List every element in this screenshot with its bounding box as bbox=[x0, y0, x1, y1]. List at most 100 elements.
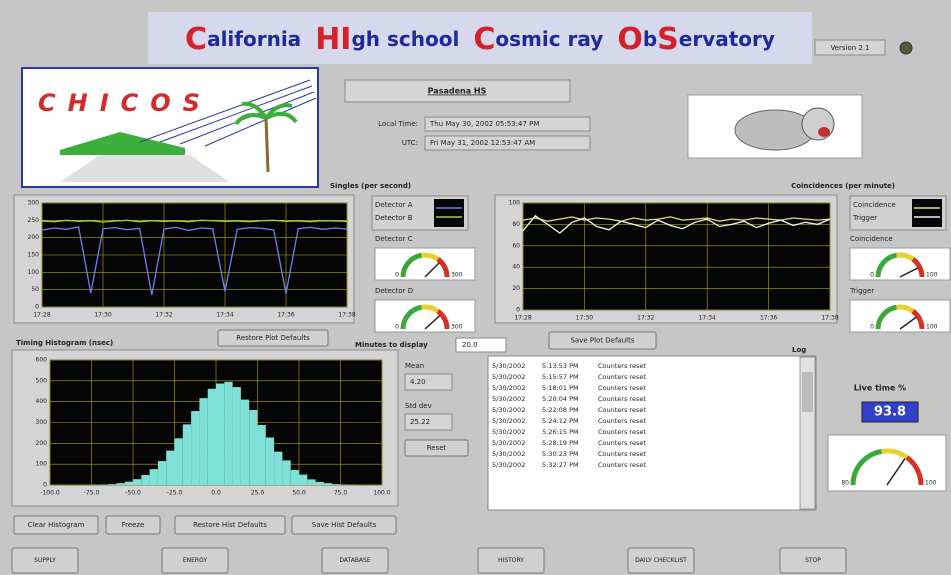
y-tick-label: 100 bbox=[509, 200, 521, 207]
histogram-bar bbox=[299, 475, 307, 485]
x-tick-label: 75.0 bbox=[334, 490, 348, 497]
title-part: gh school bbox=[351, 27, 459, 51]
histogram-bar bbox=[249, 410, 257, 485]
y-tick-label: 500 bbox=[36, 377, 48, 384]
mascot bbox=[688, 95, 862, 158]
button-label: ENERGY bbox=[183, 557, 208, 564]
y-tick-label: 0 bbox=[43, 482, 47, 489]
x-tick-label: 0.0 bbox=[211, 490, 221, 497]
y-tick-label: 50 bbox=[31, 286, 39, 293]
log-entry: 5:13:53 PM bbox=[542, 362, 579, 370]
legend-label: Detector B bbox=[375, 214, 413, 222]
histogram-bar bbox=[307, 479, 315, 485]
log-entry: 5/30/2002 bbox=[492, 406, 525, 414]
histogram-bar bbox=[133, 479, 141, 485]
legend-icon bbox=[434, 199, 464, 227]
histogram-bar bbox=[175, 438, 183, 485]
log-entry: Counters reset bbox=[598, 439, 646, 447]
x-tick-label: 17:38 bbox=[821, 315, 838, 322]
button-label: Save Plot Defaults bbox=[570, 337, 634, 345]
y-tick-label: 0 bbox=[35, 304, 39, 311]
mascot-tongue bbox=[818, 127, 830, 137]
local-time: Thu May 30, 2002 05:53:47 PM bbox=[429, 120, 539, 128]
title-part: S bbox=[657, 22, 679, 57]
log-entry: 5:32:27 PM bbox=[542, 461, 579, 469]
log-entry: Counters reset bbox=[598, 373, 646, 381]
histogram-bar bbox=[141, 475, 149, 485]
button-label: Clear Histogram bbox=[28, 521, 85, 529]
y-tick-label: 600 bbox=[36, 357, 48, 364]
gauge-max: 100 bbox=[926, 324, 938, 331]
log-entry: 5/30/2002 bbox=[492, 373, 525, 381]
log-entry: Counters reset bbox=[598, 395, 646, 403]
x-tick-label: 17:32 bbox=[637, 315, 654, 322]
histogram-bar bbox=[208, 389, 216, 485]
y-tick-label: 300 bbox=[36, 419, 48, 426]
log-entry: 5:24:12 PM bbox=[542, 417, 579, 425]
live-time-label: Live time % bbox=[854, 384, 906, 393]
title-part: ervatory bbox=[679, 27, 775, 51]
histogram-bar bbox=[224, 382, 232, 485]
x-tick-label: 50.0 bbox=[292, 490, 306, 497]
chart-title: Timing Histogram (nsec) bbox=[16, 339, 113, 347]
y-tick-label: 40 bbox=[512, 264, 520, 271]
legend-label: Detector A bbox=[375, 201, 413, 209]
gauge-min: 0 bbox=[395, 324, 399, 331]
legend-label: Trigger bbox=[852, 214, 877, 222]
log-scroll-thumb[interactable] bbox=[802, 372, 813, 412]
x-tick-label: 17:38 bbox=[338, 312, 355, 319]
log-entry: 5/30/2002 bbox=[492, 417, 525, 425]
log-entry: Counters reset bbox=[598, 406, 646, 414]
mean-value: 4.20 bbox=[410, 378, 426, 386]
histogram-bar bbox=[282, 460, 290, 485]
button-label: Freeze bbox=[122, 521, 145, 529]
log-entry: Counters reset bbox=[598, 362, 646, 370]
log-entry: 5/30/2002 bbox=[492, 395, 525, 403]
histogram-bar bbox=[216, 384, 224, 485]
gauge-min: 0 bbox=[395, 272, 399, 279]
button-label: Restore Hist Defaults bbox=[193, 521, 267, 529]
histogram-bar bbox=[108, 484, 116, 485]
histogram-bar bbox=[158, 461, 166, 485]
gauge-min: 80 bbox=[841, 480, 849, 487]
button-label: SUPPLY bbox=[34, 557, 56, 564]
chart-title: Coincidences (per minute) bbox=[791, 182, 895, 190]
x-tick-label: 100.0 bbox=[373, 490, 390, 497]
log-entry: 5/30/2002 bbox=[492, 362, 525, 370]
minutes-value: 20.0 bbox=[462, 341, 478, 349]
histogram-bar bbox=[199, 398, 207, 485]
gauge-label: Coincidence bbox=[850, 235, 893, 243]
log-entry: Counters reset bbox=[598, 384, 646, 392]
log-label: Log bbox=[792, 346, 806, 354]
histogram-bar bbox=[116, 483, 124, 485]
log-entry: 5:20:04 PM bbox=[542, 395, 579, 403]
histogram-bar bbox=[332, 484, 340, 485]
histogram-bar bbox=[291, 470, 299, 485]
y-tick-label: 400 bbox=[36, 398, 48, 405]
log-entry: Counters reset bbox=[598, 461, 646, 469]
button-label: Restore Plot Defaults bbox=[236, 334, 310, 342]
local-time-label: Local Time: bbox=[378, 120, 418, 128]
std-value: 25.22 bbox=[410, 418, 430, 426]
log-entry: 5/30/2002 bbox=[492, 428, 525, 436]
log-entry: 5:30:23 PM bbox=[542, 450, 579, 458]
title-part: O bbox=[617, 22, 643, 57]
minutes-label: Minutes to display bbox=[355, 341, 428, 349]
x-tick-label: 17:34 bbox=[699, 315, 716, 322]
x-tick-label: -75.0 bbox=[84, 490, 100, 497]
utc: Fri May 31, 2002 12:53:47 AM bbox=[430, 139, 535, 147]
log-area bbox=[488, 356, 816, 510]
x-tick-label: 17:28 bbox=[514, 315, 531, 322]
live-time-value: 93.8 bbox=[874, 405, 906, 420]
logo-text: CHICOS bbox=[38, 89, 212, 117]
x-tick-label: 17:34 bbox=[216, 312, 233, 319]
button-label: Reset bbox=[427, 444, 447, 452]
gauge-max: 100 bbox=[926, 272, 938, 279]
histogram-bar bbox=[233, 387, 241, 485]
version: Version 2.1 bbox=[830, 44, 869, 52]
histogram-bar bbox=[266, 438, 274, 486]
log-entry: 5:26:15 PM bbox=[542, 428, 579, 436]
y-tick-label: 100 bbox=[28, 269, 40, 276]
log-entry: 5/30/2002 bbox=[492, 384, 525, 392]
button-label: HISTORY bbox=[498, 557, 524, 564]
